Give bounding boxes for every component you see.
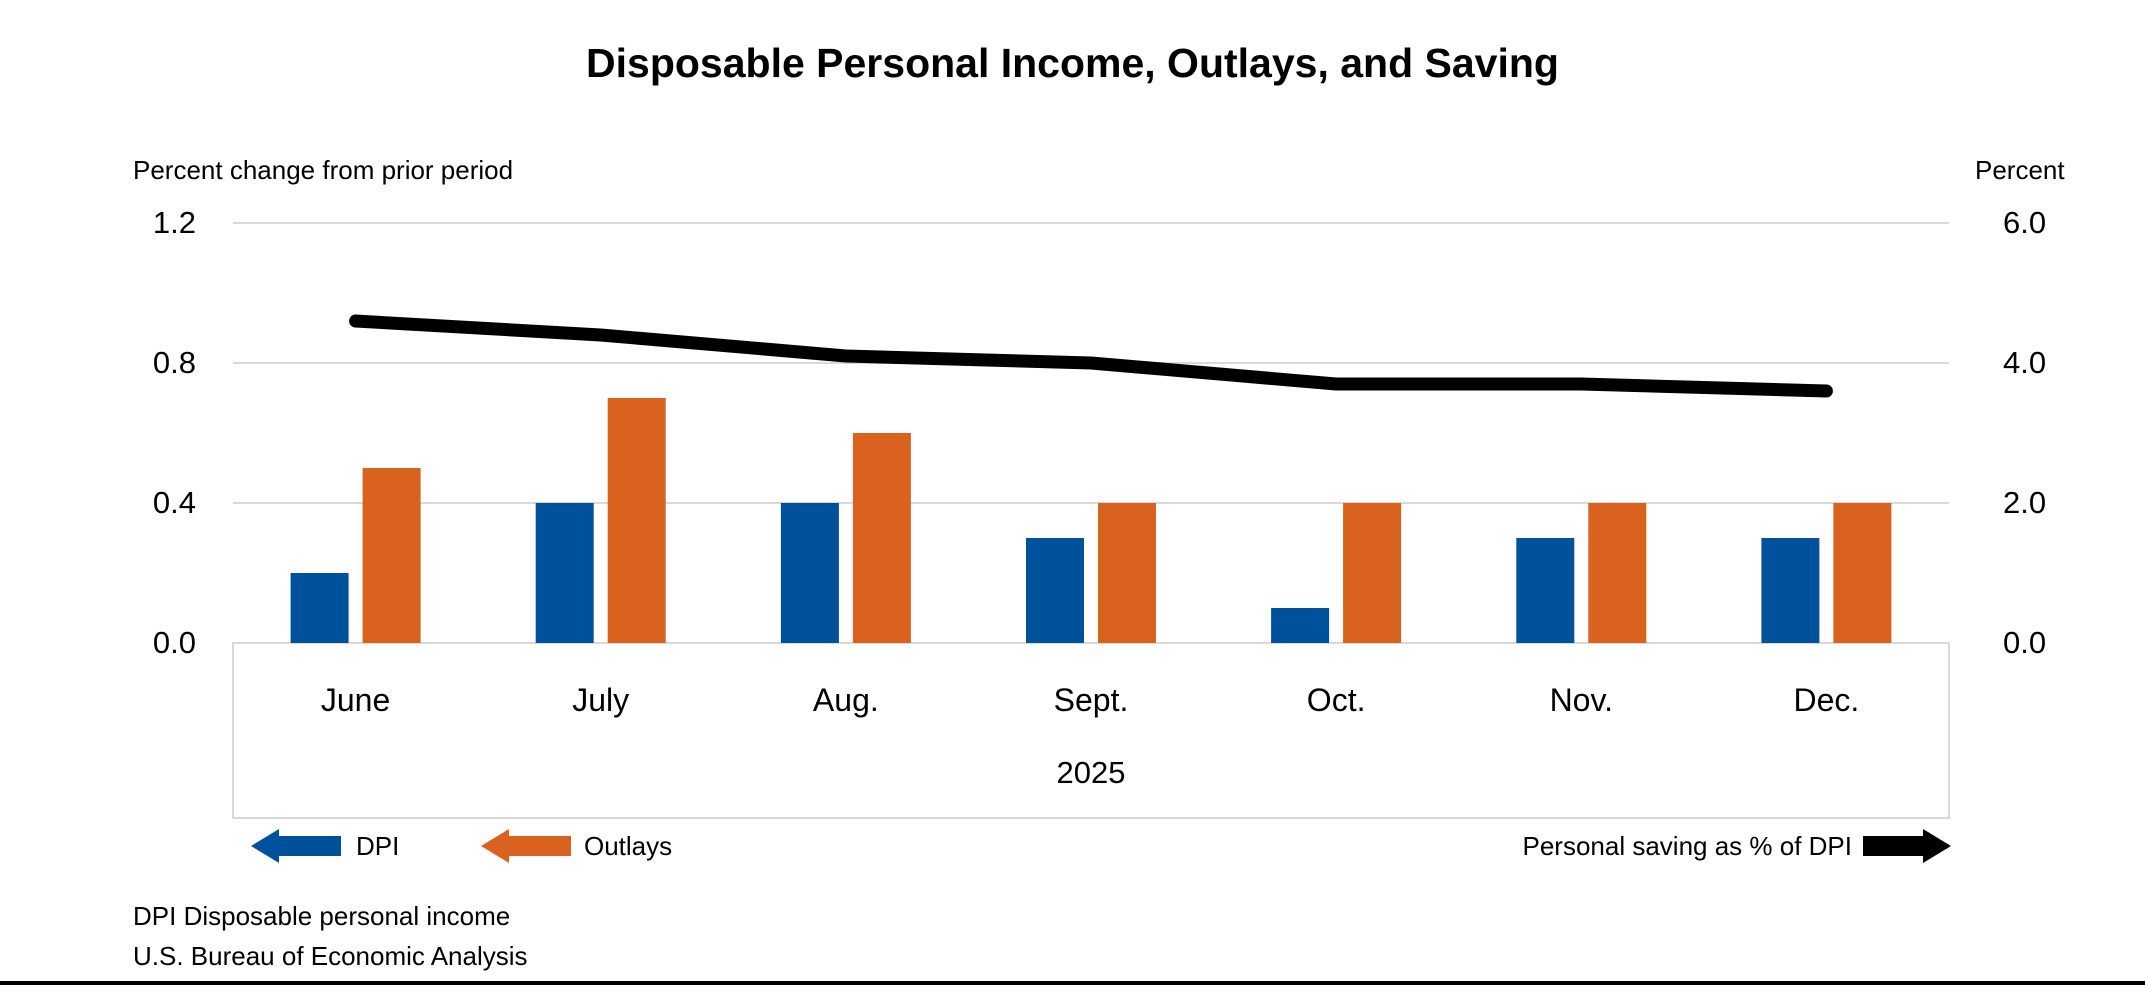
dpi-bar bbox=[1026, 538, 1084, 643]
left-axis-header: Percent change from prior period bbox=[133, 155, 514, 185]
right-axis-header: Percent bbox=[1975, 155, 2065, 185]
legend-outlays-arrow-icon bbox=[481, 829, 571, 863]
saving-line bbox=[349, 314, 1833, 398]
month-label: Sept. bbox=[1053, 682, 1129, 718]
month-label: Aug. bbox=[812, 682, 879, 718]
dpi-bar bbox=[1271, 608, 1330, 643]
chart-title: Disposable Personal Income, Outlays, and… bbox=[586, 40, 1559, 86]
year-label: 2025 bbox=[1056, 755, 1126, 790]
dpi-bar bbox=[535, 503, 594, 643]
left-axis-tick-label: 1.2 bbox=[152, 205, 196, 240]
dpi-bar bbox=[1516, 538, 1575, 643]
month-label: Dec. bbox=[1793, 682, 1860, 718]
month-label: June bbox=[320, 682, 391, 718]
left-axis-tick-label: 0.0 bbox=[152, 625, 196, 660]
legend-saving-label: Personal saving as % of DPI bbox=[1522, 831, 1853, 861]
bottom-rule bbox=[0, 981, 2145, 985]
outlays-bar bbox=[1343, 503, 1402, 643]
outlays-bar bbox=[362, 468, 421, 643]
category-axis-frame bbox=[232, 642, 1950, 819]
legend-dpi-label: DPI bbox=[356, 831, 400, 861]
legend-dpi-arrow-icon bbox=[251, 829, 341, 863]
outlays-bar bbox=[1098, 503, 1156, 643]
outlays-bar bbox=[1588, 503, 1647, 643]
month-label: Nov. bbox=[1549, 682, 1613, 718]
outlays-bar bbox=[1833, 503, 1892, 643]
month-label: Oct. bbox=[1306, 682, 1366, 718]
left-axis-tick-label: 0.8 bbox=[152, 345, 196, 380]
right-axis-tick-label: 4.0 bbox=[2003, 345, 2047, 380]
footnote-dpi-definition: DPI Disposable personal income bbox=[133, 901, 511, 931]
dpi-bar bbox=[780, 503, 839, 643]
footnote-source: U.S. Bureau of Economic Analysis bbox=[133, 941, 528, 971]
legend-saving-arrow-icon bbox=[1863, 829, 1951, 863]
outlays-bar bbox=[852, 433, 911, 643]
month-label: July bbox=[572, 682, 630, 718]
right-axis-tick-label: 2.0 bbox=[2003, 485, 2047, 520]
outlays-bar bbox=[607, 398, 666, 643]
dpi-bar bbox=[1761, 538, 1820, 643]
left-axis-tick-label: 0.4 bbox=[152, 485, 196, 520]
right-axis-tick-label: 0.0 bbox=[2003, 625, 2047, 660]
dpi-bar bbox=[290, 573, 349, 643]
legend-outlays-label: Outlays bbox=[584, 831, 673, 861]
right-axis-tick-label: 6.0 bbox=[2003, 205, 2047, 240]
